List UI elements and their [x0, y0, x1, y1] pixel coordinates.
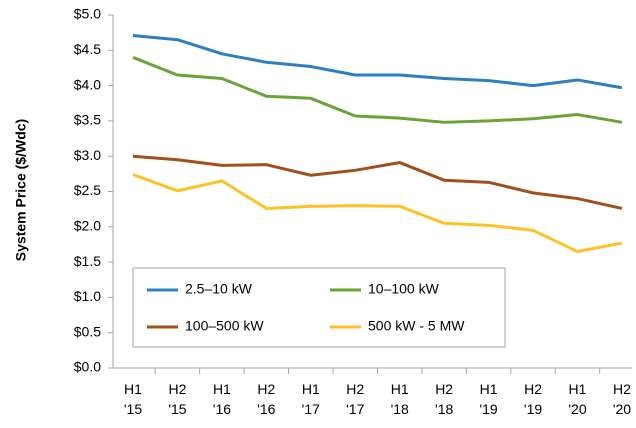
legend-box: [132, 267, 506, 348]
legend-label: 500 kW - 5 MW: [368, 318, 465, 334]
x-tick-label: H2'18: [435, 381, 453, 417]
x-tick-label: H1'16: [213, 381, 231, 417]
x-tick-label: H2'16: [257, 381, 275, 417]
y-tick-label: $5.0: [74, 6, 101, 22]
x-tick-label: H1'15: [124, 381, 142, 417]
y-tick-label: $2.0: [74, 218, 101, 234]
y-tick-label: $3.5: [74, 112, 101, 128]
series-line: [132, 154, 623, 210]
x-tick-label: H1'17: [302, 381, 320, 417]
series-line: [132, 33, 623, 90]
legend-label: 100–500 kW: [185, 318, 264, 334]
y-tick-label: $4.0: [74, 76, 101, 92]
x-tick-label: H2'15: [168, 381, 186, 417]
y-tick-label: $3.0: [74, 147, 101, 163]
y-tick-label: $1.5: [74, 253, 101, 269]
series-line: [132, 55, 623, 124]
legend-label: 2.5–10 kW: [185, 281, 253, 297]
y-tick-label: $0.0: [74, 359, 101, 375]
x-tick-label: H1'18: [391, 381, 409, 417]
y-tick-label: $2.5: [74, 182, 101, 198]
y-tick-label: $1.0: [74, 288, 101, 304]
y-tick-label: $4.5: [74, 41, 101, 57]
series-line: [132, 173, 623, 254]
y-tick-label: $0.5: [74, 323, 101, 339]
legend-label: 10–100 kW: [368, 281, 440, 297]
y-axis-label: System Price ($/Wdc): [13, 119, 29, 261]
x-tick-label: H1'19: [479, 381, 497, 417]
x-tick-label: H2'20: [613, 381, 631, 417]
x-tick-label: H2'19: [524, 381, 542, 417]
x-tick-label: H1'20: [568, 381, 586, 417]
x-tick-label: H2'17: [346, 381, 364, 417]
